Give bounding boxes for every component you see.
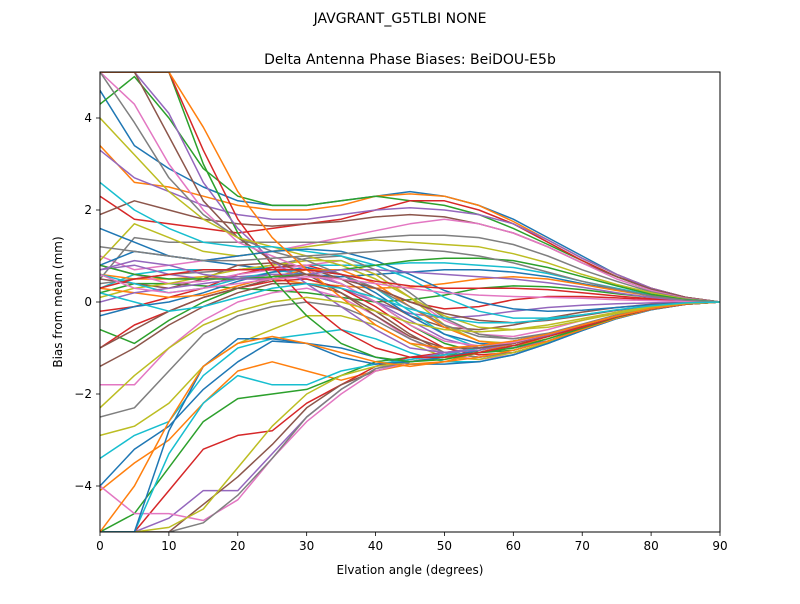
y-axis-ticks: −4 −2 0 2 4 [74, 111, 100, 493]
y-tick-label: −2 [74, 387, 92, 401]
series-line-49 [100, 117, 720, 331]
series-line-13 [100, 282, 720, 303]
y-tick-label: 0 [84, 295, 92, 309]
x-tick-label: 60 [506, 539, 521, 553]
x-tick-label: 90 [712, 539, 727, 553]
x-tick-label: 80 [643, 539, 658, 553]
series-layer [100, 72, 720, 532]
x-axis-ticks: 0 10 20 30 40 50 60 70 80 90 [96, 532, 728, 553]
series-line-60 [100, 282, 720, 324]
series-line-57 [100, 273, 720, 303]
y-tick-label: 2 [84, 203, 92, 217]
series-line-58 [100, 246, 720, 303]
chart-title: Delta Antenna Phase Biases: BeiDOU-E5b [264, 52, 556, 68]
series-line-52 [100, 72, 720, 349]
x-tick-label: 40 [368, 539, 383, 553]
series-line-54 [100, 269, 720, 303]
chart-suptitle: JAVGRANT_G5TLBI NONE [313, 11, 487, 27]
x-tick-label: 30 [299, 539, 314, 553]
x-tick-label: 20 [230, 539, 245, 553]
y-tick-label: 4 [84, 111, 92, 125]
series-line-48 [100, 72, 720, 340]
x-axis-label: Elvation angle (degrees) [337, 563, 484, 577]
series-line-5 [100, 149, 720, 303]
x-tick-label: 70 [575, 539, 590, 553]
y-axis-label: Bias from mean (mm) [51, 236, 65, 367]
x-tick-label: 10 [161, 539, 176, 553]
series-line-59 [100, 296, 720, 409]
y-tick-label: −4 [74, 479, 92, 493]
series-line-9 [100, 223, 720, 303]
series-line-53 [100, 257, 720, 303]
series-line-55 [100, 259, 720, 303]
x-tick-label: 0 [96, 539, 104, 553]
x-tick-label: 50 [437, 539, 452, 553]
